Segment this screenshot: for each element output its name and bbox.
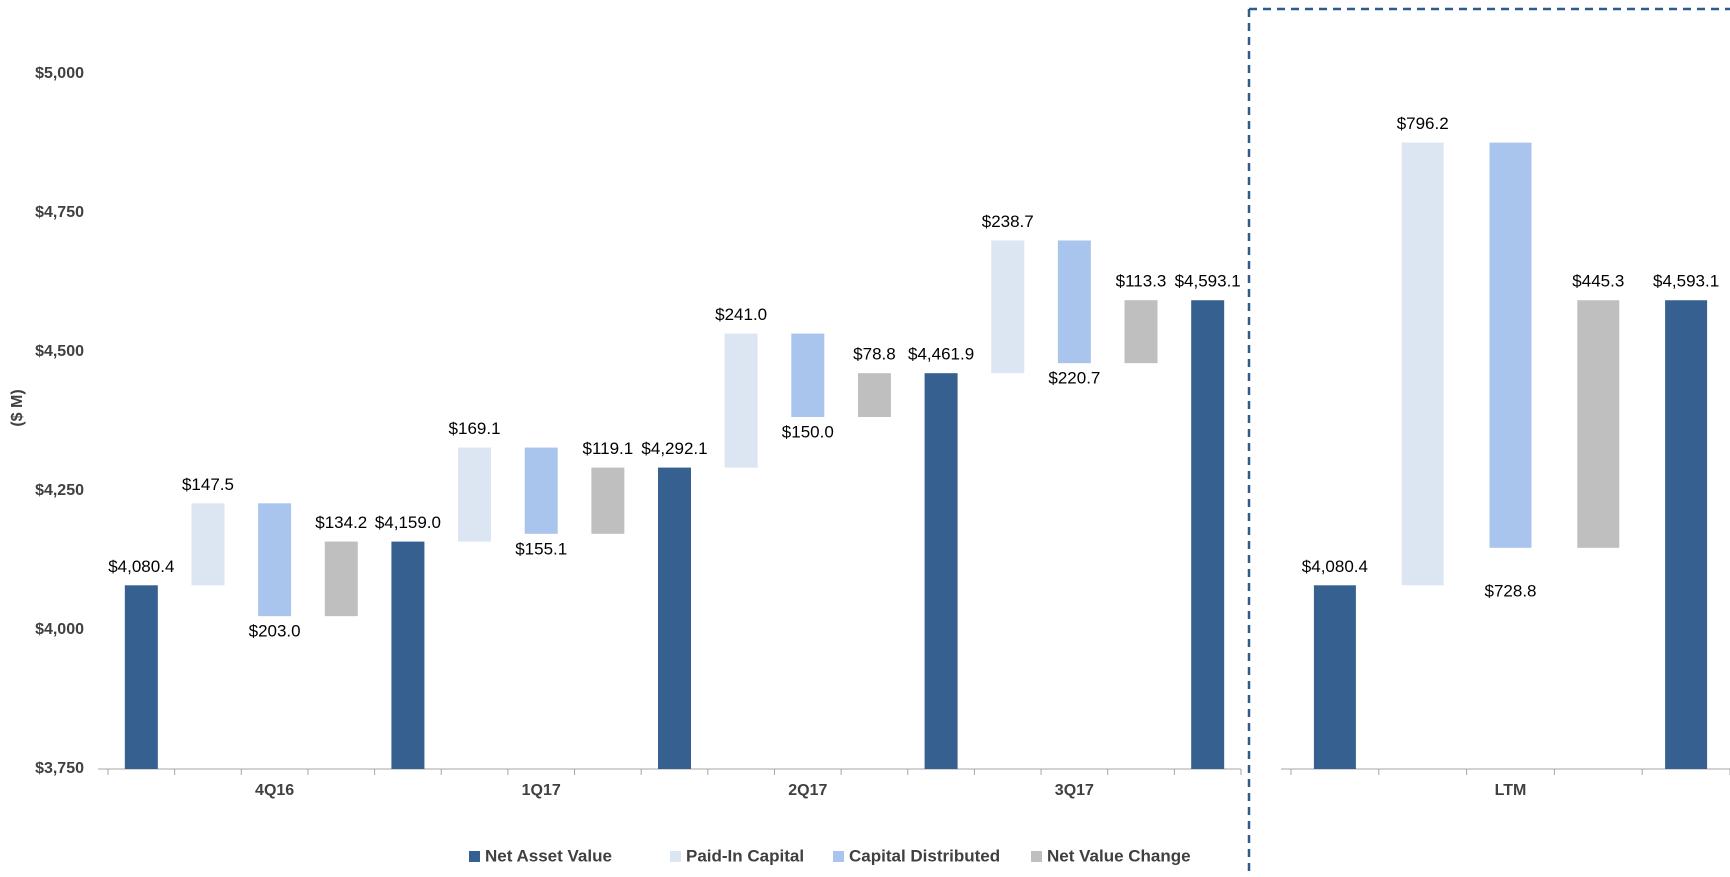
value-label: $238.7 xyxy=(982,212,1034,231)
bar xyxy=(258,503,292,617)
bar xyxy=(1401,142,1444,586)
value-label: $4,159.0 xyxy=(375,513,441,532)
value-label: $150.0 xyxy=(782,422,834,441)
y-axis-label: ($ M) xyxy=(9,389,26,426)
bar xyxy=(458,447,492,542)
value-label: $4,461.9 xyxy=(908,345,974,364)
value-label: $147.5 xyxy=(182,475,234,494)
value-label: $78.8 xyxy=(853,345,896,364)
value-label: $4,593.1 xyxy=(1653,272,1719,291)
legend-label: Net Value Change xyxy=(1047,846,1191,865)
bar xyxy=(391,541,425,769)
value-label: $113.3 xyxy=(1116,272,1167,291)
value-label: $134.2 xyxy=(315,513,367,532)
x-tick-label: LTM xyxy=(1495,782,1527,799)
value-label: $4,593.1 xyxy=(1175,272,1241,291)
bar xyxy=(724,333,758,468)
value-label: $728.8 xyxy=(1485,581,1537,600)
bar xyxy=(524,447,558,534)
value-label: $796.2 xyxy=(1397,114,1449,133)
value-label: $119.1 xyxy=(582,439,633,458)
legend-label: Net Asset Value xyxy=(485,846,612,865)
bar xyxy=(1489,142,1532,548)
legend-swatch xyxy=(833,851,844,862)
bar xyxy=(791,333,825,417)
bar xyxy=(857,373,891,417)
value-label: $169.1 xyxy=(449,419,501,438)
bar xyxy=(324,541,358,617)
x-tick-label: 3Q17 xyxy=(1055,782,1094,799)
y-tick-label: $3,750 xyxy=(35,760,84,777)
bar xyxy=(924,373,958,769)
bar xyxy=(1191,300,1225,769)
bar xyxy=(591,467,625,534)
bar xyxy=(124,585,158,769)
legend-label: Paid-In Capital xyxy=(686,846,804,865)
bar xyxy=(1665,300,1708,769)
bar xyxy=(1577,300,1620,548)
bar xyxy=(191,503,225,586)
legend-label: Capital Distributed xyxy=(849,846,1000,865)
value-label: $4,292.1 xyxy=(641,439,707,458)
value-label: $4,080.4 xyxy=(1302,557,1368,576)
bar xyxy=(1124,300,1158,364)
legend-swatch xyxy=(469,851,480,862)
value-label: $241.0 xyxy=(715,305,767,324)
bar xyxy=(658,467,691,769)
legend-swatch xyxy=(670,851,681,862)
value-label: $220.7 xyxy=(1048,369,1100,388)
y-tick-label: $4,250 xyxy=(35,482,84,499)
y-tick-label: $5,000 xyxy=(35,65,84,82)
y-tick-label: $4,750 xyxy=(35,204,84,221)
y-tick-label: $4,000 xyxy=(35,621,84,638)
x-tick-label: 4Q16 xyxy=(255,782,294,799)
bar xyxy=(991,240,1025,374)
x-tick-label: 2Q17 xyxy=(788,782,827,799)
value-label: $4,080.4 xyxy=(108,557,174,576)
bar xyxy=(1313,585,1356,769)
value-label: $445.3 xyxy=(1572,272,1624,291)
value-label: $155.1 xyxy=(515,539,567,558)
legend-swatch xyxy=(1031,851,1042,862)
value-label: $203.0 xyxy=(249,622,301,641)
y-tick-label: $4,500 xyxy=(35,343,84,360)
x-tick-label: 1Q17 xyxy=(522,782,561,799)
bar xyxy=(1057,240,1091,364)
